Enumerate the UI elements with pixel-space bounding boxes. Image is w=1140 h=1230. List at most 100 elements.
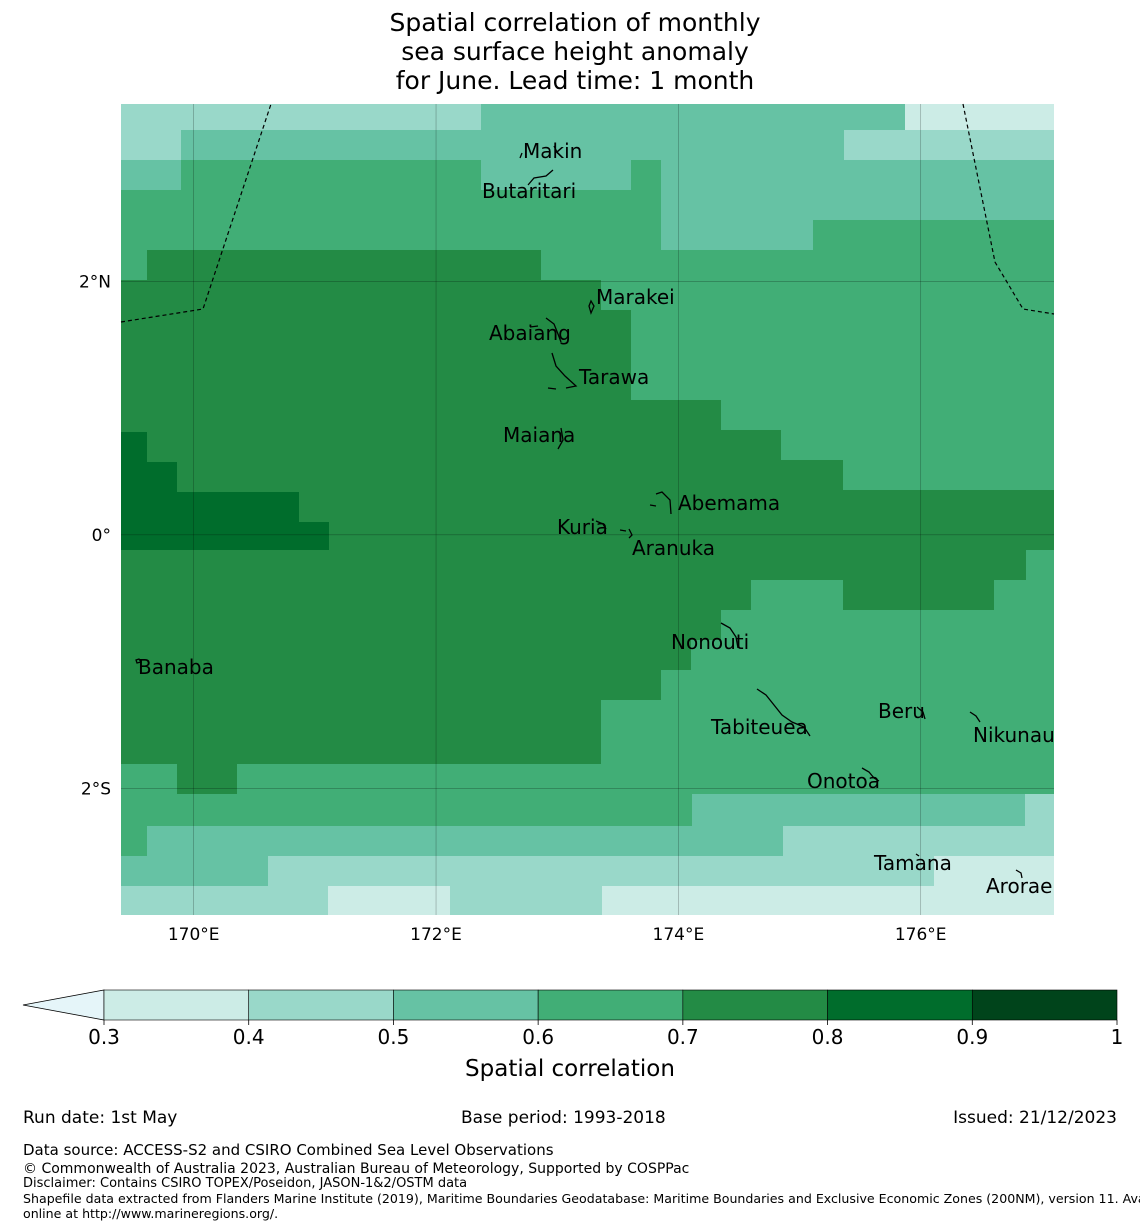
- colorbar-segment: [248, 989, 394, 1021]
- correlation-cells: [121, 104, 1054, 915]
- place-label: Makin: [523, 139, 582, 163]
- lon-tick-label: 172°E: [410, 925, 462, 945]
- correlation-cell: [121, 610, 721, 640]
- correlation-cell: [121, 670, 661, 700]
- island-tamana: [915, 853, 920, 857]
- correlation-cell: [753, 130, 844, 160]
- correlation-cell: [813, 220, 1054, 250]
- correlation-cell: [121, 400, 721, 430]
- correlation-cell: [602, 886, 1054, 915]
- lon-tick-label: 176°E: [895, 925, 947, 945]
- title-line-2: sea surface height anomaly: [401, 37, 749, 66]
- lon-tick-label: 174°E: [653, 925, 705, 945]
- place-label: Beru: [878, 699, 925, 723]
- place-label: Tarawa: [578, 365, 649, 389]
- correlation-cell: [783, 826, 1054, 856]
- correlation-cell: [661, 190, 813, 250]
- correlation-cell: [299, 522, 329, 550]
- place-label: Maiana: [503, 423, 575, 447]
- map-title: Spatial correlation of monthly sea surfa…: [270, 8, 880, 95]
- island-beru: [916, 706, 926, 720]
- place-label: Banaba: [138, 655, 214, 679]
- colorbar-segment: [393, 989, 539, 1021]
- place-label: Abaiang: [489, 321, 571, 345]
- correlation-cell: [121, 550, 1026, 580]
- correlation-cell: [121, 160, 181, 190]
- place-label: Tamana: [873, 851, 952, 875]
- lon-tick-label: 170°E: [168, 925, 220, 945]
- island-tabiteuea: [756, 688, 811, 737]
- correlation-cell: [813, 160, 1054, 190]
- correlation-cell: [147, 462, 177, 550]
- shapefile-credit-line-1: Shapefile data extracted from Flanders M…: [23, 1191, 1140, 1206]
- island-nikunau: [969, 711, 981, 723]
- correlation-cell: [905, 104, 1054, 130]
- run-date: Run date: 1st May: [23, 1108, 178, 1128]
- island-nonouti: [720, 622, 739, 649]
- correlation-cell: [661, 160, 813, 190]
- correlation-cell: [328, 886, 450, 915]
- eez-boundary-west: [120, 103, 272, 323]
- eez-boundaries: [120, 103, 1055, 323]
- correlation-cell: [181, 104, 481, 130]
- colorbar-segment: [971, 989, 1118, 1021]
- copyright: © Commonwealth of Australia 2023, Austra…: [23, 1161, 690, 1177]
- correlation-cell: [121, 640, 691, 670]
- correlation-cell: [268, 856, 781, 886]
- colorbar-segment: [682, 989, 828, 1021]
- correlation-cell: [147, 250, 541, 280]
- correlation-cell: [844, 130, 1054, 160]
- correlation-cell: [692, 794, 1025, 826]
- title-line-3: for June. Lead time: 1 month: [395, 66, 755, 95]
- correlation-cell: [121, 310, 631, 400]
- colorbar-tick-label: 0.5: [378, 1025, 410, 1049]
- correlation-cell: [121, 856, 268, 886]
- colorbar-tick-label: 0.3: [88, 1025, 120, 1049]
- correlation-cell: [1025, 794, 1054, 826]
- correlation-cell: [177, 764, 237, 794]
- correlation-cell: [753, 104, 905, 130]
- correlation-cell: [843, 580, 994, 610]
- place-label: Butaritari: [482, 179, 576, 203]
- island-outlines: [135, 145, 1023, 879]
- island-makin-butaritari: [519, 145, 558, 186]
- data-source: Data source: ACCESS-S2 and CSIRO Combine…: [23, 1141, 554, 1159]
- colorbar-segment: [103, 989, 250, 1021]
- colorbar-label: Spatial correlation: [465, 1056, 675, 1082]
- eez-boundary-east: [962, 103, 1055, 315]
- correlation-cell: [121, 730, 601, 764]
- place-label: Tabiteuea: [710, 715, 808, 739]
- base-period: Base period: 1993-2018: [461, 1108, 666, 1128]
- place-label: Aranuka: [632, 536, 715, 560]
- correlation-cell: [121, 432, 147, 550]
- correlation-cell: [481, 160, 631, 190]
- place-label: Onotoa: [807, 769, 880, 793]
- colorbar-tick-label: 0.6: [522, 1025, 554, 1049]
- colorbar-segment: [537, 989, 684, 1021]
- correlation-cell: [781, 856, 934, 886]
- title-line-1: Spatial correlation of monthly: [389, 8, 761, 37]
- colorbar-tick-label: 0.8: [812, 1025, 844, 1049]
- colorbar-tick-label: 0.9: [956, 1025, 988, 1049]
- island-arorae: [1015, 869, 1023, 879]
- island-kuria-aranuka: [595, 520, 633, 539]
- longitude-tick-labels: 170°E 172°E 174°E 176°E: [168, 925, 947, 945]
- correlation-cell: [121, 580, 751, 610]
- place-label: Nonouti: [671, 630, 749, 654]
- correlation-cell: [121, 280, 601, 310]
- colorbar-segment: [827, 989, 973, 1021]
- place-labels: Makin Butaritari Marakei Abaiang Tarawa Maian…: [138, 139, 1055, 898]
- disclaimer: Disclaimer: Contains CSIRO TOPEX/Poseido…: [23, 1176, 468, 1191]
- lat-tick-label: 0°: [92, 526, 111, 546]
- correlation-cell: [121, 430, 781, 460]
- colorbar-tick-label: 0.7: [667, 1025, 699, 1049]
- correlation-cell: [934, 856, 1054, 886]
- issued-date: Issued: 21/12/2023: [953, 1108, 1117, 1128]
- place-label: Abemama: [678, 491, 780, 515]
- shapefile-credit-line-2: online at http://www.marineregions.org/.: [23, 1206, 279, 1221]
- correlation-cell: [121, 104, 181, 160]
- island-maiana: [557, 427, 564, 450]
- place-label: Arorae: [986, 874, 1052, 898]
- island-tarawa: [547, 352, 578, 390]
- place-label: Kuria: [557, 515, 608, 539]
